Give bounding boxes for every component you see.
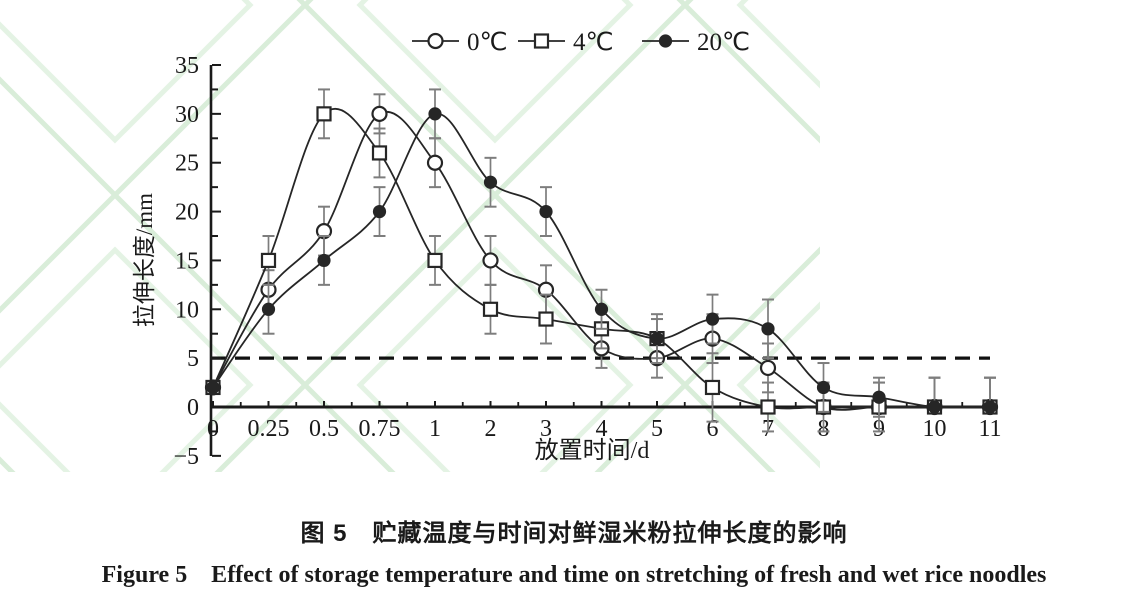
x-tick-label: 3 bbox=[540, 416, 552, 442]
data-point-open-square bbox=[760, 399, 776, 415]
legend-item: 4℃ bbox=[518, 29, 614, 56]
y-tick-label: 15 bbox=[175, 248, 199, 274]
data-point-open-square bbox=[316, 106, 332, 122]
legend-item: 20℃ bbox=[642, 29, 750, 56]
data-point-filled-circle bbox=[483, 175, 498, 189]
y-tick-label: −5 bbox=[173, 444, 199, 470]
data-point-open-circle bbox=[759, 359, 777, 377]
data-point-open-circle bbox=[427, 32, 444, 50]
data-point-open-square bbox=[538, 311, 554, 327]
x-tick-label: 0 bbox=[207, 416, 219, 442]
data-point-open-square bbox=[533, 33, 550, 49]
data-point-filled-circle bbox=[761, 322, 775, 336]
data-point-filled-circle bbox=[927, 400, 942, 414]
data-point-open-square bbox=[260, 252, 277, 269]
data-point-filled-circle bbox=[206, 380, 220, 395]
caption-chinese: 图 5 贮藏温度与时间对鲜湿米粉拉伸长度的影响 bbox=[300, 520, 848, 547]
line-chart: −50510152025303500.250.50.75123456789101… bbox=[0, 0, 1002, 472]
x-tick-label: 0.25 bbox=[248, 416, 290, 442]
x-tick-label: 5 bbox=[651, 416, 663, 442]
data-point-open-square bbox=[482, 301, 499, 317]
legend-item: 0℃ bbox=[412, 29, 508, 56]
data-point-filled-circle bbox=[650, 332, 664, 346]
y-tick-label: 20 bbox=[175, 200, 199, 226]
x-tick-label: 1 bbox=[429, 416, 441, 442]
x-tick-label: 10 bbox=[923, 416, 947, 442]
series-line bbox=[212, 112, 991, 409]
y-tick-label: 25 bbox=[175, 151, 199, 177]
data-point-open-circle bbox=[371, 105, 388, 122]
data-point-filled-circle bbox=[317, 253, 331, 268]
data-point-filled-circle bbox=[705, 312, 720, 326]
y-axis-title: 拉伸长度/mm bbox=[132, 193, 157, 327]
x-tick-label: 0.75 bbox=[359, 416, 401, 442]
data-point-filled-circle bbox=[594, 302, 609, 316]
series-line bbox=[212, 107, 990, 410]
data-point-filled-circle bbox=[872, 390, 886, 404]
legend-label: 0℃ bbox=[467, 29, 508, 56]
data-point-filled-circle bbox=[539, 204, 553, 219]
legend-label: 20℃ bbox=[697, 29, 750, 56]
data-point-filled-circle bbox=[983, 400, 997, 414]
background-watermark bbox=[0, 0, 820, 472]
data-point-filled-circle bbox=[658, 34, 673, 48]
data-point-open-circle bbox=[426, 154, 444, 171]
data-point-open-square bbox=[371, 145, 388, 161]
y-tick-label: 5 bbox=[187, 346, 199, 372]
legend-label: 4℃ bbox=[573, 29, 614, 56]
data-point-filled-circle bbox=[816, 380, 831, 395]
y-tick-label: 10 bbox=[175, 297, 199, 323]
data-point-open-circle bbox=[482, 252, 499, 269]
x-tick-label: 11 bbox=[978, 416, 1001, 442]
caption-english: Figure 5 Effect of storage temperature a… bbox=[101, 562, 1047, 588]
data-point-filled-circle bbox=[428, 107, 442, 121]
y-tick-label: 35 bbox=[175, 53, 199, 79]
legend: 0℃ 4℃ 20℃ bbox=[412, 29, 750, 56]
x-tick-label: 4 bbox=[596, 416, 608, 442]
x-tick-label: 0.5 bbox=[309, 416, 339, 442]
x-tick-label: 2 bbox=[485, 416, 497, 442]
x-axis-title: 放置时间/d bbox=[535, 437, 650, 464]
data-point-open-square bbox=[427, 252, 443, 269]
data-point-filled-circle bbox=[372, 204, 387, 219]
data-point-filled-circle bbox=[261, 302, 276, 316]
data-point-open-square bbox=[704, 379, 721, 396]
series-20℃ bbox=[206, 88, 997, 418]
y-tick-label: 0 bbox=[187, 395, 199, 421]
y-tick-label: 30 bbox=[175, 102, 199, 128]
